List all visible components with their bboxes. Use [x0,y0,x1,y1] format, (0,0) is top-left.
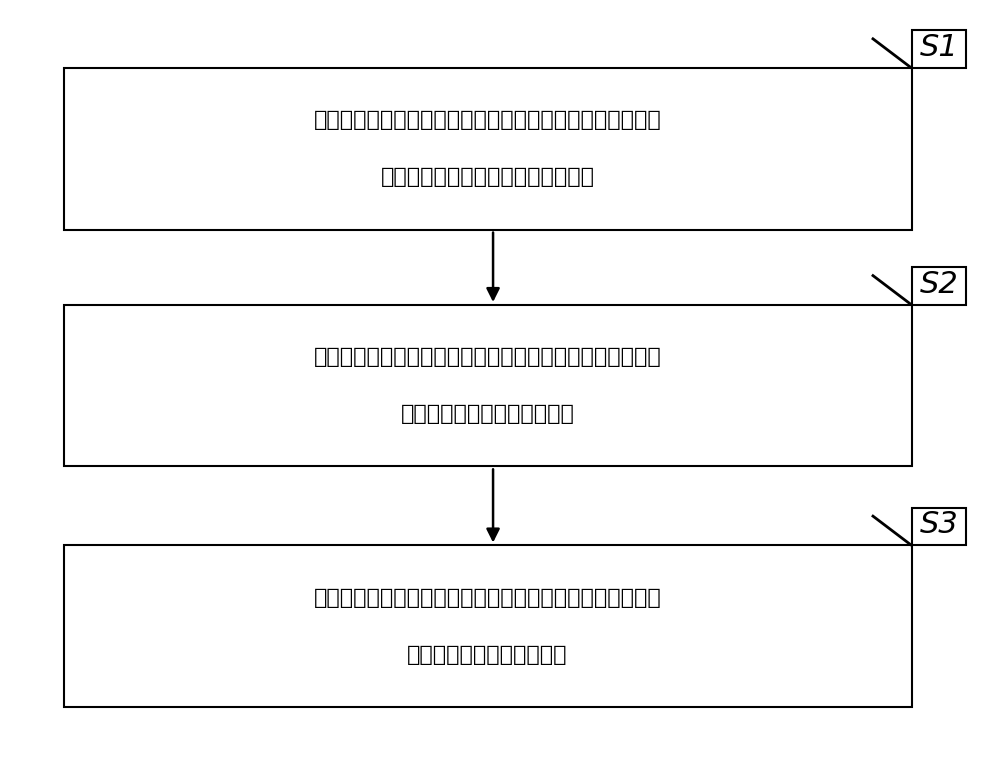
Bar [64,546,912,707]
Text: S3: S3 [919,510,958,539]
Bar [64,68,912,230]
Text: 完成渗滤液的智能处理控制: 完成渗滤液的智能处理控制 [407,644,568,665]
Text: S1: S1 [919,33,958,62]
Text: 分别进行计算，形成监测数据输出值: 分别进行计算，形成监测数据输出值 [381,167,595,188]
Bar [912,30,966,68]
Bar [912,268,966,305]
Bar [64,305,912,467]
Bar [912,508,966,546]
Text: 定义之后通过渗滤液处理方法对渗滤液处理效能优化，从而: 定义之后通过渗滤液处理方法对渗滤液处理效能优化，从而 [314,587,661,607]
Text: 通过在线监测设备分别获取多元监测数据，对多元监测数据: 通过在线监测设备分别获取多元监测数据，对多元监测数据 [314,110,661,130]
Text: S2: S2 [919,270,958,299]
Text: 获取监测数据输出值对渗滤液处理效能进行评估，将评估结: 获取监测数据输出值对渗滤液处理效能进行评估，将评估结 [314,347,661,367]
Text: 果通过最优控制方法进行定义: 果通过最优控制方法进行定义 [401,404,575,424]
